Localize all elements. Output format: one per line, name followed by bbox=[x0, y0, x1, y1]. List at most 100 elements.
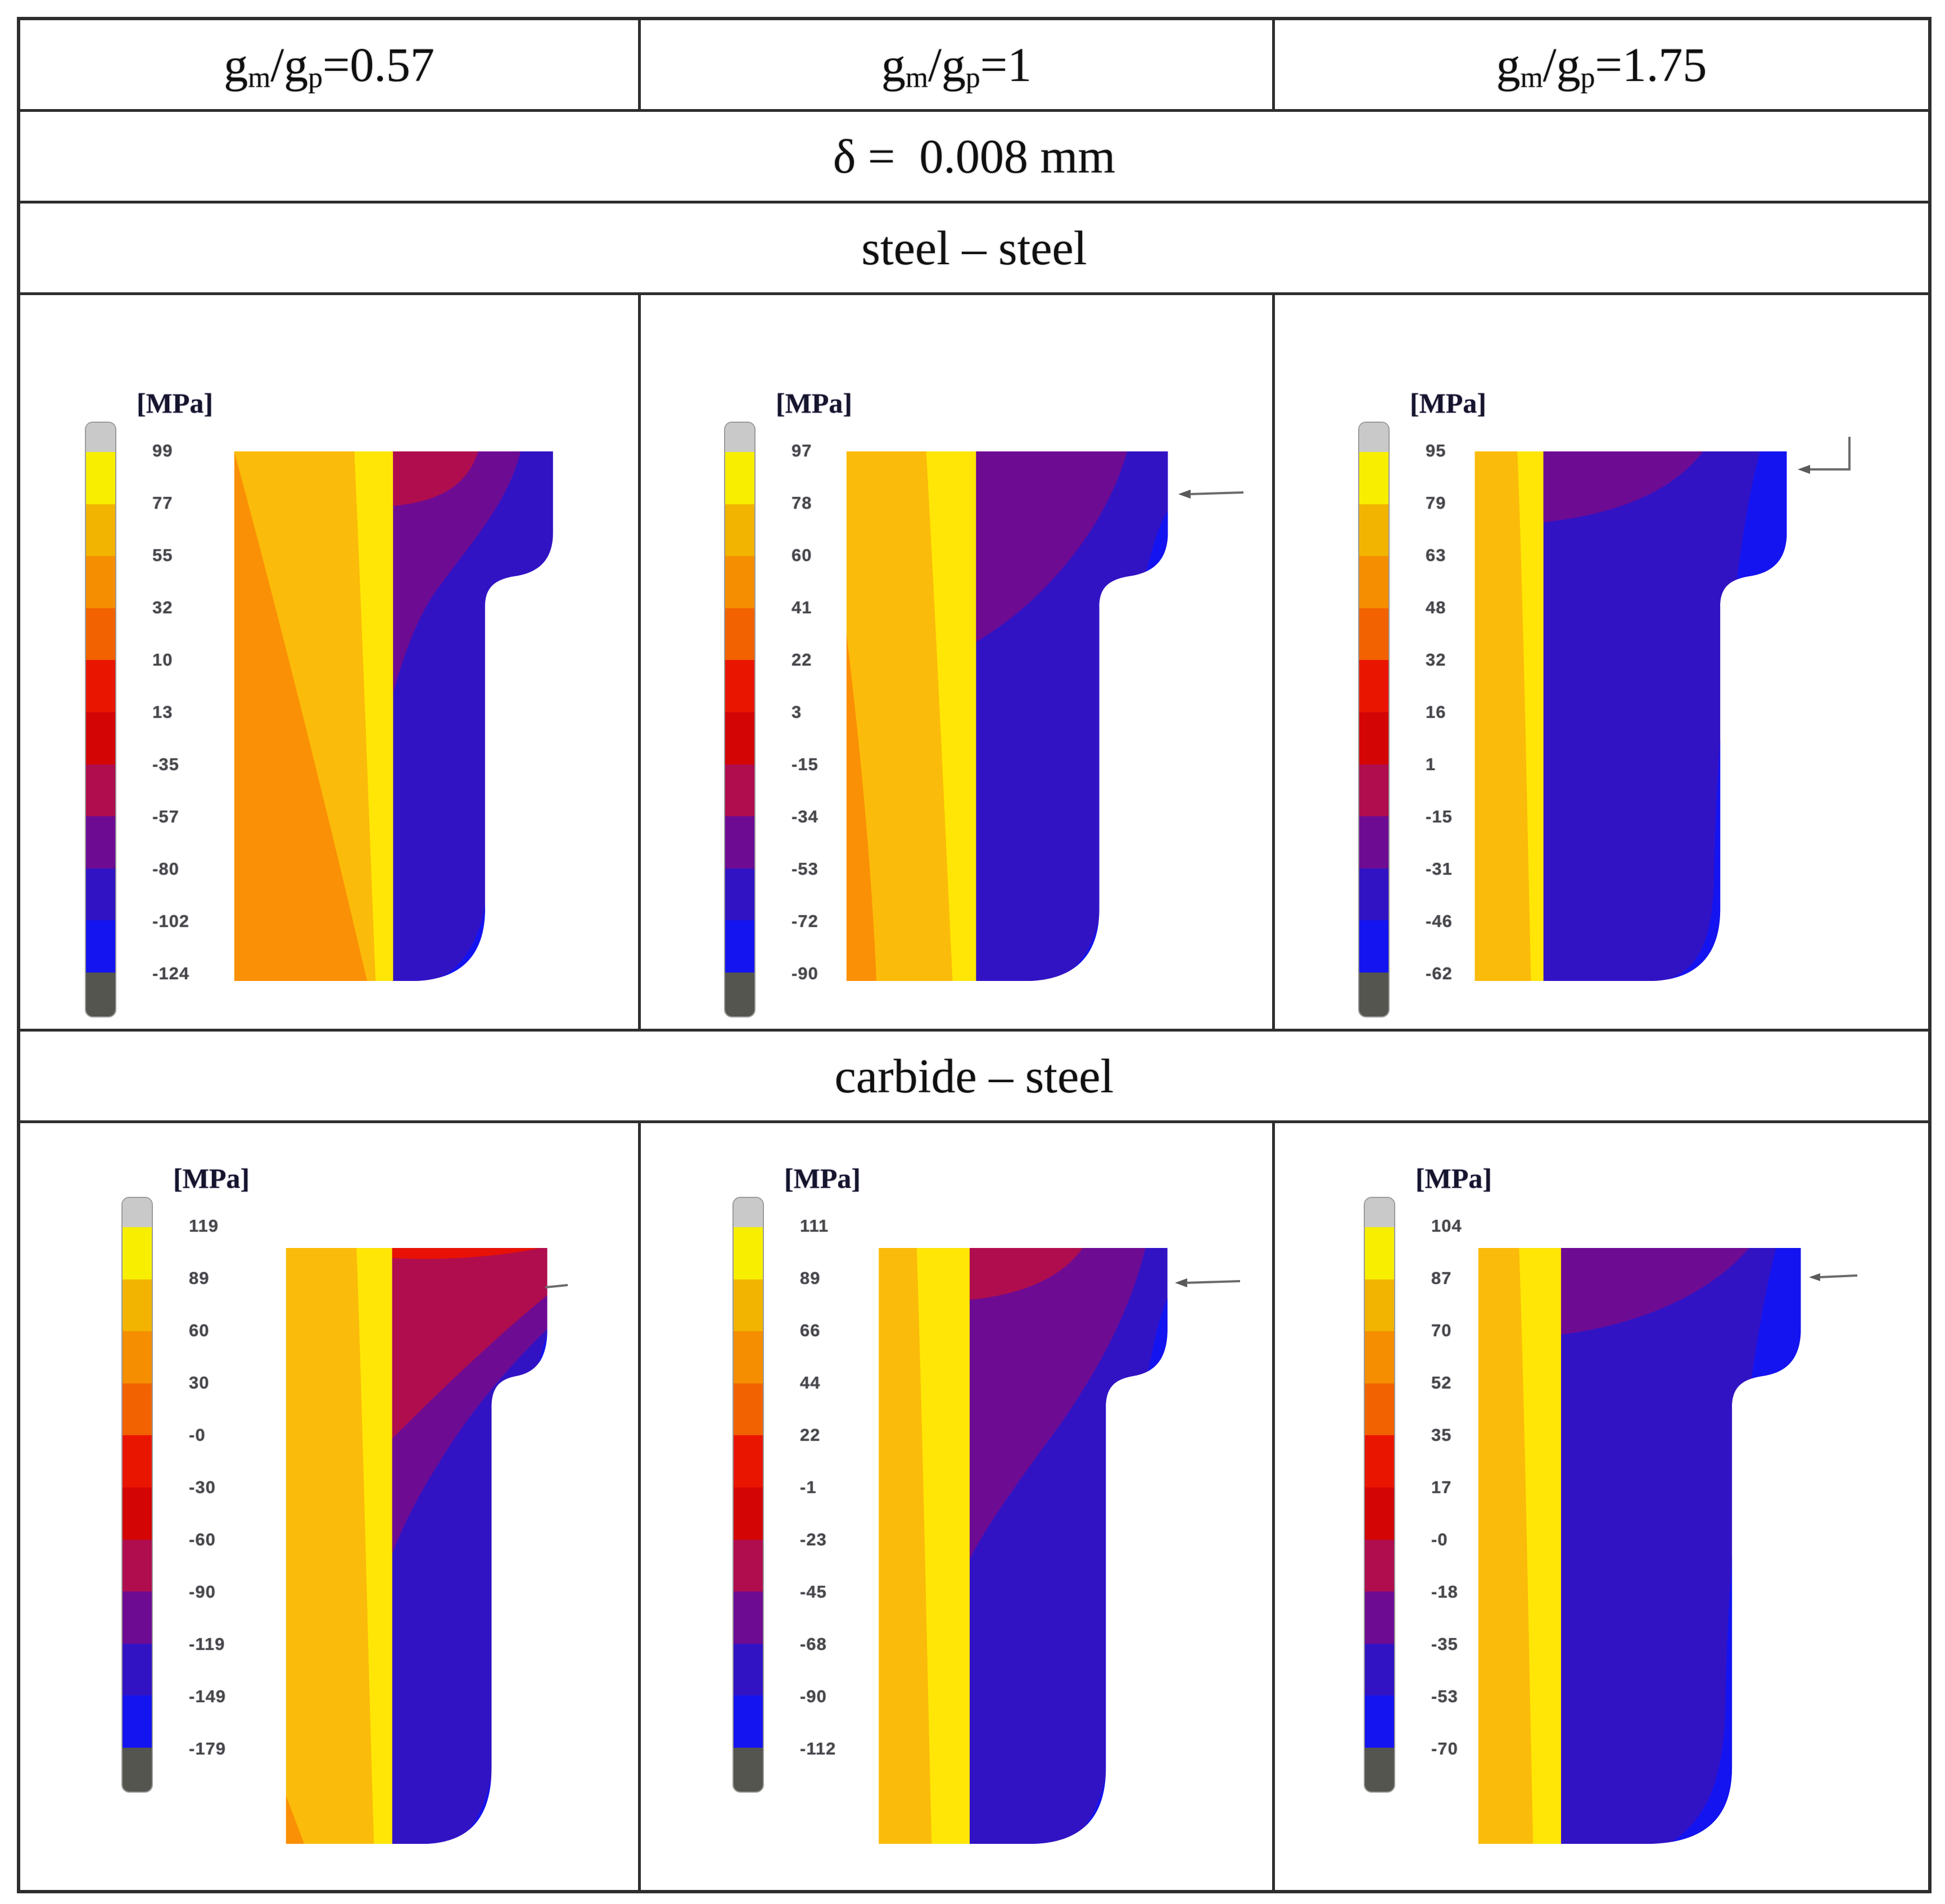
colorbar-band bbox=[123, 1591, 152, 1644]
colorbar-band bbox=[734, 1487, 763, 1540]
legend-unit-label: [MPa] bbox=[137, 387, 214, 419]
legend-unit-label: [MPa] bbox=[1410, 387, 1487, 419]
color-scale-legend: [MPa] 119 89 60 30 -0 -30 -60 -90 -119 -149 -179 bbox=[121, 1163, 307, 1793]
legend-tick-labels: 99 77 55 32 10 13 -35 -57 -80 -102 -124 bbox=[152, 441, 190, 983]
color-scale-legend: [MPa] 104 87 70 52 35 17 -0 -18 -35 -53 -70 bbox=[1364, 1163, 1549, 1793]
colorbar-band bbox=[1359, 868, 1388, 921]
legend-unit-label: [MPa] bbox=[776, 387, 853, 419]
colorbar-band bbox=[1365, 1695, 1394, 1748]
colorbar-band bbox=[725, 816, 754, 869]
colorbar-band bbox=[86, 452, 115, 504]
colorbar-band bbox=[86, 764, 115, 817]
colorbar-band bbox=[734, 1279, 763, 1332]
colorbar-band bbox=[1365, 1539, 1394, 1592]
colorbar-band bbox=[123, 1279, 152, 1332]
stress-contour-plot bbox=[846, 451, 1168, 981]
colorbar bbox=[85, 422, 116, 1017]
colorbar-band bbox=[1365, 1591, 1394, 1644]
color-scale-legend: [MPa] 99 77 55 32 10 13 -35 -57 -80 -102 -124 bbox=[85, 387, 270, 1017]
column-header-ratio-1.75: gm/gp=1.75 bbox=[1275, 20, 1928, 112]
colorbar-band bbox=[725, 920, 754, 973]
plot-cell-carbide-1.75: [MPa] 104 87 70 52 35 17 -0 -18 -35 -53 -70 bbox=[1275, 1123, 1928, 1890]
colorbar-band bbox=[1359, 504, 1388, 557]
colorbar-band bbox=[734, 1383, 763, 1436]
dimension-tick-icon bbox=[545, 1284, 568, 1288]
colorbar-band bbox=[86, 556, 115, 608]
header-text: gm/gp=1.75 bbox=[1496, 38, 1707, 94]
colorbar-band bbox=[725, 556, 754, 608]
section-label-steel-steel: steel – steel bbox=[20, 203, 1928, 295]
colorbar-band bbox=[1365, 1331, 1394, 1383]
dimension-arrow-icon bbox=[1809, 1273, 1858, 1281]
colorbar-band bbox=[734, 1695, 763, 1748]
colorbar-band bbox=[1359, 452, 1388, 504]
legend-tick-labels: 104 87 70 52 35 17 -0 -18 -35 -53 -70 bbox=[1431, 1216, 1462, 1758]
colorbar-top-cap bbox=[86, 423, 115, 452]
colorbar bbox=[732, 1197, 764, 1793]
colorbar-band bbox=[725, 608, 754, 661]
colorbar-band bbox=[1365, 1487, 1394, 1540]
colorbar-bottom-cap bbox=[86, 973, 115, 1016]
colorbar-band bbox=[1359, 660, 1388, 712]
colorbar bbox=[1358, 422, 1390, 1017]
colorbar-band bbox=[725, 868, 754, 921]
colorbar-band bbox=[734, 1331, 763, 1383]
colorbar bbox=[121, 1197, 153, 1793]
colorbar-band bbox=[123, 1227, 152, 1279]
legend-tick-labels: 119 89 60 30 -0 -30 -60 -90 -119 -149 -179 bbox=[189, 1216, 227, 1758]
colorbar-band bbox=[1365, 1383, 1394, 1436]
header-text: gm/gp=1 bbox=[881, 38, 1032, 94]
legend-unit-label: [MPa] bbox=[1415, 1163, 1492, 1194]
colorbar-band bbox=[725, 504, 754, 557]
colorbar-band bbox=[1359, 712, 1388, 765]
plot-cell-carbide-1: [MPa] 111 89 66 44 22 -1 -23 -45 -68 -90 -112 bbox=[641, 1123, 1275, 1890]
colorbar-band bbox=[123, 1695, 152, 1748]
dimension-arrow-icon bbox=[1798, 437, 1851, 474]
colorbar-band bbox=[86, 816, 115, 869]
results-table: gm/gp=0.57 gm/gp=1 gm/gp=1.75 δ = 0.008 … bbox=[17, 17, 1932, 1893]
plot-cell-steel-1.75: [MPa] 95 79 63 48 32 16 1 -15 -31 -46 -62 bbox=[1275, 295, 1928, 1032]
colorbar-band bbox=[1365, 1279, 1394, 1332]
colorbar-band bbox=[86, 660, 115, 712]
legend-tick-labels: 97 78 60 41 22 3 -15 -34 -53 -72 -90 bbox=[791, 441, 818, 983]
colorbar-band bbox=[123, 1383, 152, 1436]
colorbar-bands bbox=[86, 452, 115, 973]
column-header-ratio-1: gm/gp=1 bbox=[641, 20, 1275, 112]
colorbar-band bbox=[725, 764, 754, 817]
plot-cell-steel-1: [MPa] 97 78 60 41 22 3 -15 -34 -53 -72 -90 bbox=[641, 295, 1275, 1032]
colorbar bbox=[724, 422, 756, 1017]
colorbar bbox=[1364, 1197, 1395, 1793]
legend-tick-labels: 111 89 66 44 22 -1 -23 -45 -68 -90 -112 bbox=[800, 1216, 836, 1758]
colorbar-band bbox=[1365, 1227, 1394, 1279]
colorbar-band bbox=[123, 1487, 152, 1540]
delta-row-label: δ = 0.008 mm bbox=[20, 112, 1928, 203]
colorbar-band bbox=[1365, 1435, 1394, 1487]
color-scale-legend: [MPa] 97 78 60 41 22 3 -15 -34 -53 -72 -90 bbox=[724, 387, 910, 1017]
colorbar-band bbox=[734, 1435, 763, 1487]
stress-contour-plot bbox=[879, 1248, 1168, 1844]
colorbar-band bbox=[123, 1331, 152, 1383]
colorbar-band bbox=[1359, 920, 1388, 973]
colorbar-band bbox=[1359, 556, 1388, 608]
colorbar-band bbox=[1359, 816, 1388, 869]
legend-unit-label: [MPa] bbox=[173, 1163, 250, 1194]
colorbar-band bbox=[86, 504, 115, 557]
legend-unit-label: [MPa] bbox=[784, 1163, 861, 1194]
colorbar-band bbox=[123, 1539, 152, 1592]
colorbar-band bbox=[734, 1539, 763, 1592]
colorbar-band bbox=[123, 1643, 152, 1696]
colorbar-band bbox=[1359, 764, 1388, 817]
colorbar-band bbox=[86, 868, 115, 921]
colorbar-band bbox=[734, 1643, 763, 1696]
stress-contour-plot bbox=[234, 451, 553, 981]
colorbar-band bbox=[86, 608, 115, 661]
stress-contour-plot bbox=[1474, 451, 1787, 981]
stress-contour-plot bbox=[286, 1248, 548, 1844]
colorbar-band bbox=[86, 712, 115, 765]
stress-contour-plot bbox=[1478, 1248, 1801, 1844]
colorbar-band bbox=[725, 660, 754, 712]
plot-cell-carbide-0.57: [MPa] 119 89 60 30 -0 -30 -60 -90 -119 -149 -179 bbox=[20, 1123, 641, 1890]
colorbar-band bbox=[86, 920, 115, 973]
section-label-carbide-steel: carbide – steel bbox=[20, 1032, 1928, 1123]
